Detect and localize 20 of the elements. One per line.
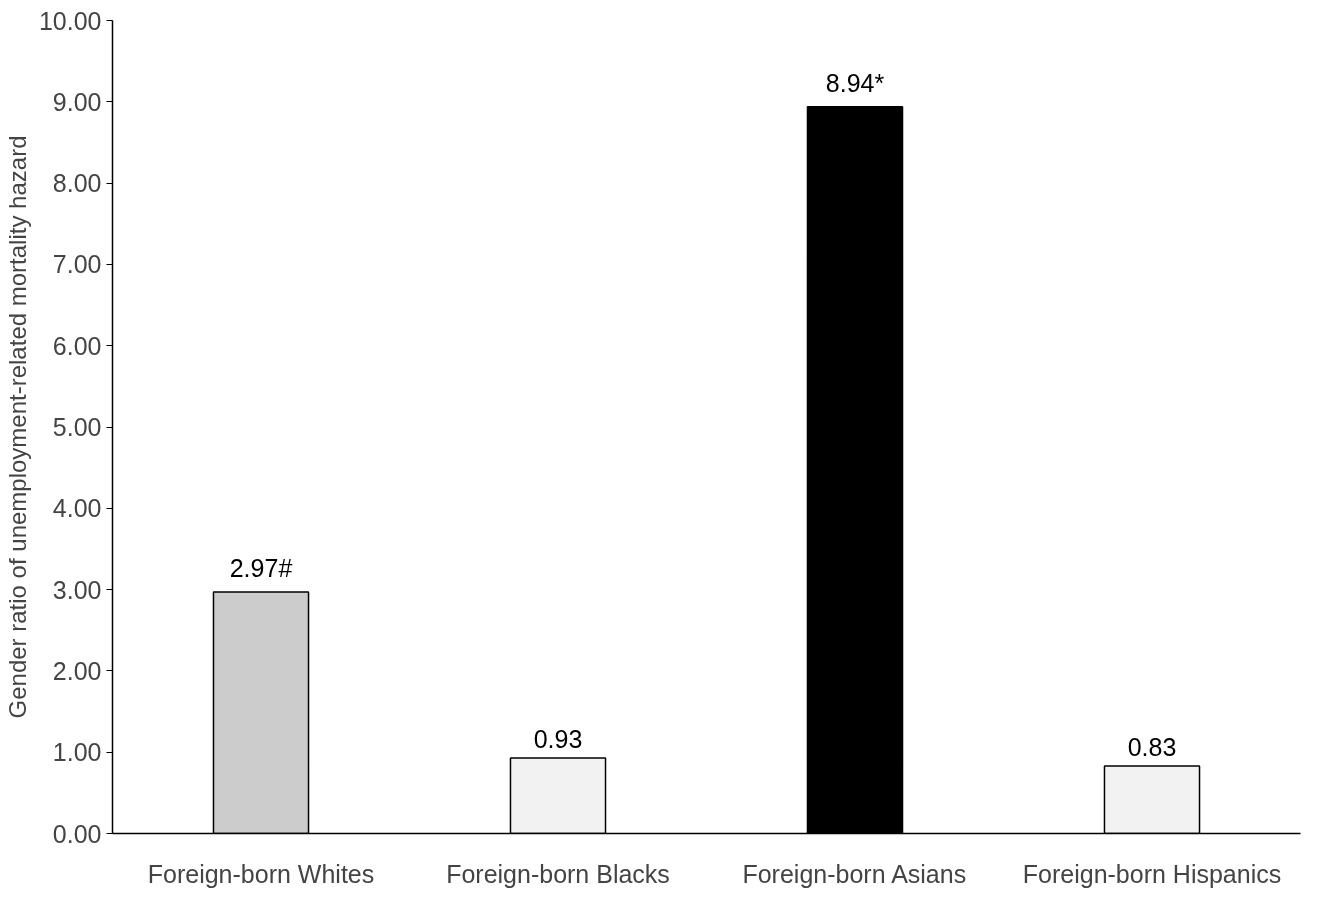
y-tick-label: 3.00 — [52, 575, 102, 604]
data-label: 2.97# — [229, 554, 293, 583]
x-tick-label: Foreign-born Asians — [742, 859, 967, 888]
y-tick-label: 0.00 — [52, 819, 102, 848]
y-tick-label: 5.00 — [52, 413, 102, 441]
y-tick-label: 6.00 — [52, 331, 102, 360]
y-tick-label: 10.00 — [38, 6, 102, 35]
x-tick-label: Foreign-born Whites — [147, 859, 375, 888]
data-label: 8.94* — [825, 68, 885, 97]
data-label: 0.83 — [1127, 733, 1177, 762]
x-tick-label: Foreign-born Blacks — [446, 859, 670, 888]
y-tick-label: 9.00 — [52, 87, 102, 116]
data-label: 0.93 — [533, 724, 583, 753]
y-tick-label: 4.00 — [52, 494, 102, 523]
y-axis-title: Gender ratio of unemployment-related mortality hazard — [3, 135, 31, 719]
x-tick-label: Foreign-born Hispanics — [1022, 859, 1282, 888]
y-tick-label: 7.00 — [52, 250, 102, 279]
y-tick-label: 1.00 — [52, 738, 102, 767]
y-tick-label: 8.00 — [52, 169, 102, 198]
y-tick-label: 2.00 — [52, 656, 102, 685]
